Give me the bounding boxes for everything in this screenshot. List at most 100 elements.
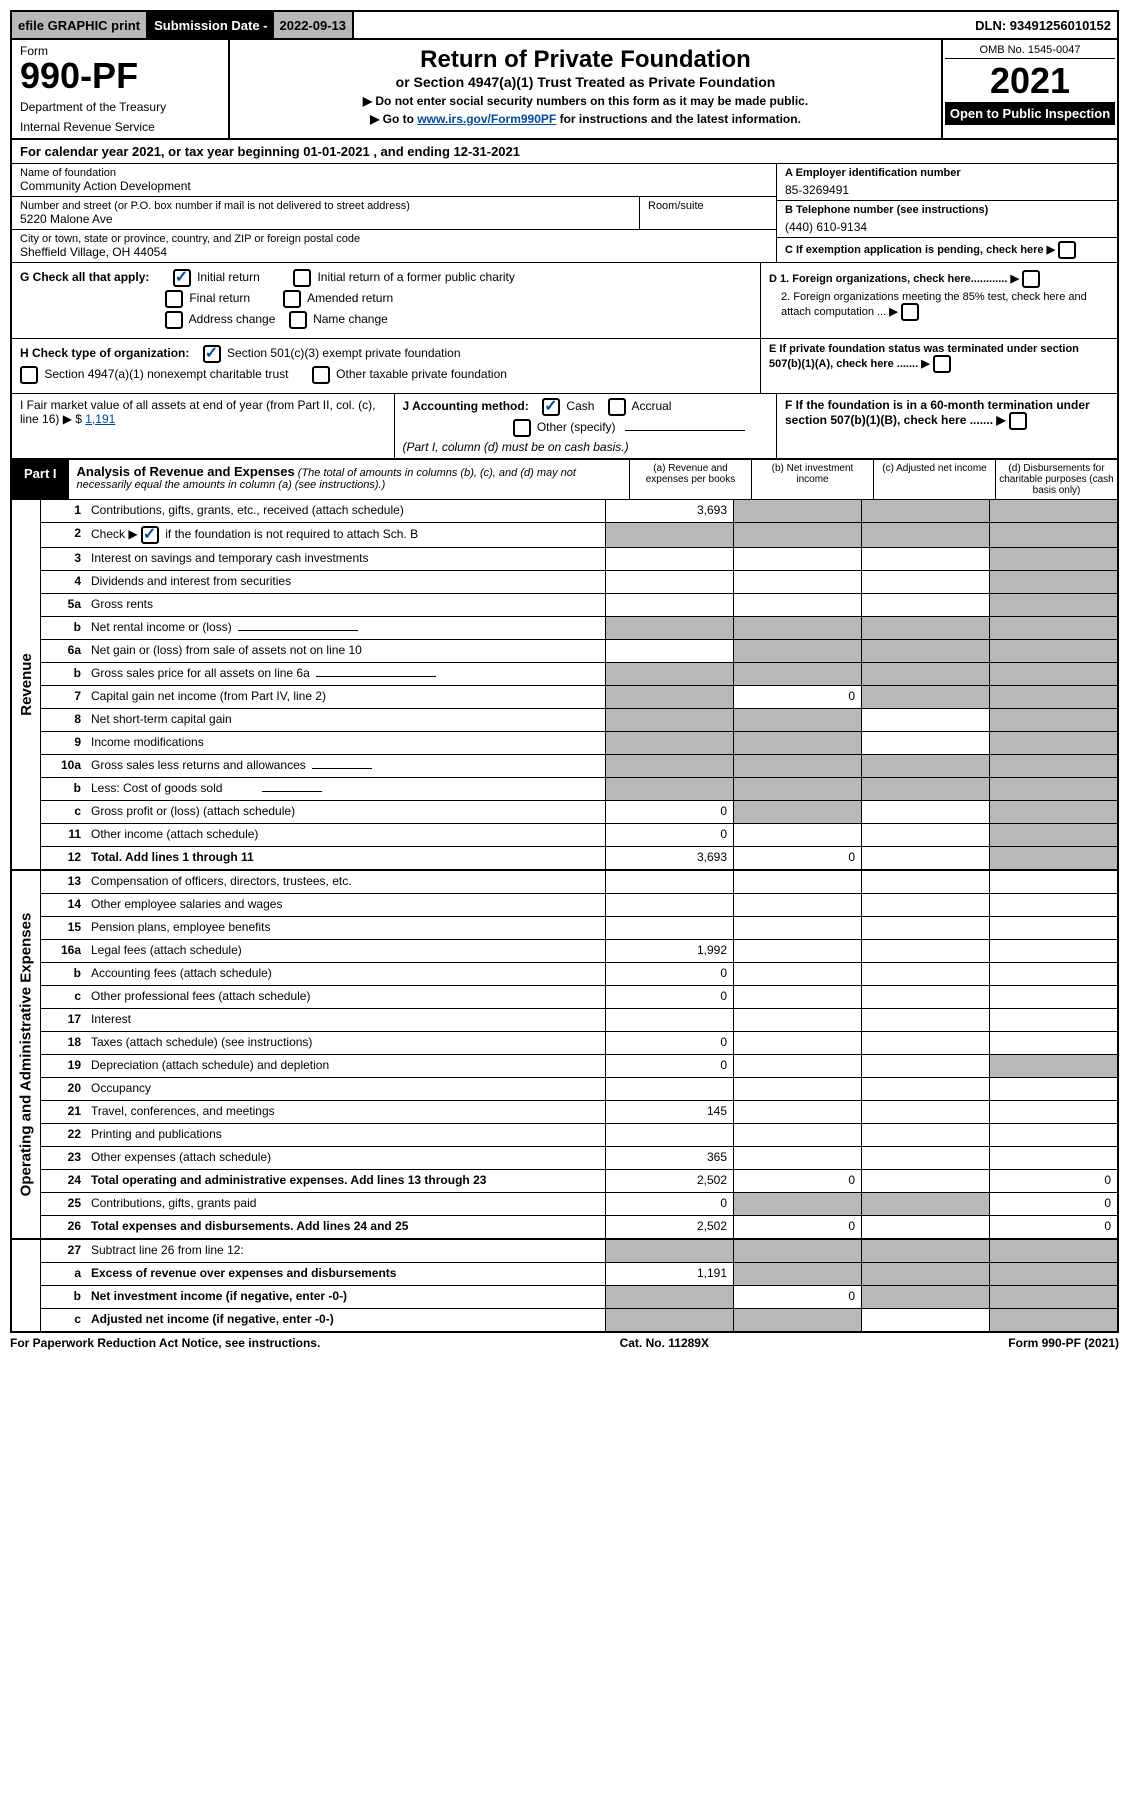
- row-label: Accounting fees (attach schedule): [87, 963, 605, 985]
- cell-a: 0: [605, 1055, 733, 1077]
- row-3: 3 Interest on savings and temporary cash…: [41, 548, 1117, 571]
- cell-c: [861, 1032, 989, 1054]
- cell-d: [989, 1286, 1117, 1308]
- row-26: 26 Total expenses and disbursements. Add…: [41, 1216, 1117, 1238]
- section-i-j-f: I Fair market value of all assets at end…: [10, 394, 1119, 460]
- arrow-icon: ▶: [1010, 273, 1018, 285]
- addr-label: Number and street (or P.O. box number if…: [20, 200, 631, 212]
- row-label: Other expenses (attach schedule): [87, 1147, 605, 1169]
- cell-c: [861, 847, 989, 869]
- cell-c: [861, 640, 989, 662]
- row-16b: b Accounting fees (attach schedule) 0: [41, 963, 1117, 986]
- address-change-checkbox[interactable]: [165, 311, 183, 329]
- cell-d: [989, 1078, 1117, 1100]
- row-num: 13: [41, 871, 87, 893]
- col-b-header: (b) Net investment income: [751, 460, 873, 499]
- cell-b: [733, 963, 861, 985]
- exemption-checkbox[interactable]: [1058, 241, 1076, 259]
- cell-c: [861, 686, 989, 708]
- j-accrual-checkbox[interactable]: [608, 398, 626, 416]
- cell-a: 2,502: [605, 1170, 733, 1192]
- revenue-side-label: Revenue: [12, 500, 41, 869]
- cell-d: [989, 1309, 1117, 1331]
- cell-b: [733, 1147, 861, 1169]
- row-15: 15 Pension plans, employee benefits: [41, 917, 1117, 940]
- cell-c: [861, 1101, 989, 1123]
- row-num: a: [41, 1263, 87, 1285]
- cell-c: [861, 732, 989, 754]
- d2-checkbox[interactable]: [901, 303, 919, 321]
- row-11: 11 Other income (attach schedule) 0: [41, 824, 1117, 847]
- cell-b: [733, 871, 861, 893]
- row-10b: b Less: Cost of goods sold: [41, 778, 1117, 801]
- cell-d: [989, 894, 1117, 916]
- cell-b: [733, 755, 861, 777]
- cell-c: [861, 1309, 989, 1331]
- row-num: b: [41, 617, 87, 639]
- j-note: (Part I, column (d) must be on cash basi…: [403, 440, 769, 454]
- row-20: 20 Occupancy: [41, 1078, 1117, 1101]
- cell-a: [605, 1286, 733, 1308]
- row-14: 14 Other employee salaries and wages: [41, 894, 1117, 917]
- amended-return-checkbox[interactable]: [283, 290, 301, 308]
- row-label: Other professional fees (attach schedule…: [87, 986, 605, 1008]
- f-checkbox[interactable]: [1009, 412, 1027, 430]
- instructions-link[interactable]: www.irs.gov/Form990PF: [417, 112, 556, 126]
- cell-a: [605, 640, 733, 662]
- initial-former-checkbox[interactable]: [293, 269, 311, 287]
- row-num: b: [41, 1286, 87, 1308]
- expenses-rows: 13 Compensation of officers, directors, …: [41, 871, 1117, 1238]
- cell-b: [733, 986, 861, 1008]
- h-4947-checkbox[interactable]: [20, 366, 38, 384]
- cell-c: [861, 617, 989, 639]
- j-cash-checkbox[interactable]: [542, 398, 560, 416]
- cell-c: [861, 963, 989, 985]
- row-5a: 5a Gross rents: [41, 594, 1117, 617]
- name-change-checkbox[interactable]: [289, 311, 307, 329]
- col-c-header: (c) Adjusted net income: [873, 460, 995, 499]
- j-other-checkbox[interactable]: [513, 419, 531, 437]
- g-label: G Check all that apply:: [20, 270, 149, 284]
- initial-return-checkbox[interactable]: [173, 269, 191, 287]
- d2-label: 2. Foreign organizations meeting the 85%…: [781, 291, 1087, 318]
- row-num: c: [41, 986, 87, 1008]
- j-other: Other (specify): [537, 420, 616, 434]
- row-4: 4 Dividends and interest from securities: [41, 571, 1117, 594]
- d1-label: D 1. Foreign organizations, check here..…: [769, 273, 1007, 285]
- row-num: c: [41, 1309, 87, 1331]
- expenses-table: Operating and Administrative Expenses 13…: [10, 871, 1119, 1240]
- row27-table: 27 Subtract line 26 from line 12: a Exce…: [10, 1240, 1119, 1333]
- cell-b: [733, 1240, 861, 1262]
- cell-c: [861, 523, 989, 547]
- section-g-d: G Check all that apply: Initial return I…: [10, 263, 1119, 339]
- tax-year: 2021: [945, 59, 1115, 102]
- dln: DLN: 93491256010152: [969, 12, 1117, 38]
- cell-b: [733, 594, 861, 616]
- row-5b: b Net rental income or (loss): [41, 617, 1117, 640]
- cell-a: 145: [605, 1101, 733, 1123]
- row-num: 23: [41, 1147, 87, 1169]
- h-other-checkbox[interactable]: [312, 366, 330, 384]
- omb-number: OMB No. 1545-0047: [945, 42, 1115, 59]
- d1-checkbox[interactable]: [1022, 270, 1040, 288]
- open-to-public: Open to Public Inspection: [945, 102, 1115, 125]
- cell-b: 0: [733, 1286, 861, 1308]
- row-8: 8 Net short-term capital gain: [41, 709, 1117, 732]
- cell-b: [733, 663, 861, 685]
- row-12: 12 Total. Add lines 1 through 11 3,6930: [41, 847, 1117, 869]
- final-return-checkbox[interactable]: [165, 290, 183, 308]
- header-right: OMB No. 1545-0047 2021 Open to Public In…: [941, 40, 1117, 138]
- revenue-table: Revenue 1 Contributions, gifts, grants, …: [10, 500, 1119, 871]
- cell-c: [861, 709, 989, 731]
- cell-d: [989, 732, 1117, 754]
- cell-a: [605, 917, 733, 939]
- j-cash: Cash: [566, 399, 594, 413]
- j-accrual: Accrual: [631, 399, 671, 413]
- cell-b: [733, 1193, 861, 1215]
- row-num: 24: [41, 1170, 87, 1192]
- cell-c: [861, 1009, 989, 1031]
- sch-b-checkbox[interactable]: [141, 526, 159, 544]
- e-checkbox[interactable]: [933, 355, 951, 373]
- cell-b: [733, 523, 861, 547]
- h-501c3-checkbox[interactable]: [203, 345, 221, 363]
